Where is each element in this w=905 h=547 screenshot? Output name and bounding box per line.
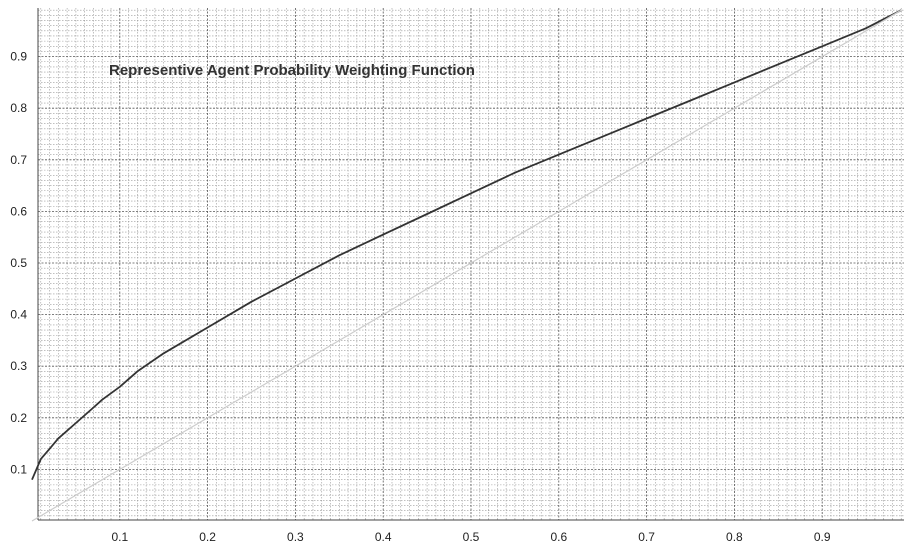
x-tick-label: 0.1	[111, 530, 128, 544]
x-tick-label: 0.8	[726, 530, 743, 544]
y-tick-label: 0.7	[10, 153, 27, 167]
y-tick-label: 0.8	[10, 101, 27, 115]
x-tick-label: 0.3	[287, 530, 304, 544]
y-tick-label: 0.3	[10, 359, 27, 373]
x-tick-label: 0.9	[814, 530, 831, 544]
axes	[37, 8, 904, 521]
y-tick-label: 0.1	[10, 462, 27, 476]
x-tick-label: 0.5	[463, 530, 480, 544]
tick-labels: 0.1 0.2 0.3 0.4 0.5 0.6 0.7 0.8 0.9 0.1 0.2 0.3 0.4 0…	[10, 50, 831, 544]
y-tick-label: 0.6	[10, 204, 27, 218]
x-tick-label: 0.4	[375, 530, 392, 544]
x-tick-label: 0.6	[550, 530, 567, 544]
y-tick-label: 0.5	[10, 256, 27, 270]
y-tick-label: 0.9	[10, 50, 27, 64]
y-tick-label: 0.4	[10, 308, 27, 322]
y-tick-label: 0.2	[10, 411, 27, 425]
series-layer	[31, 9, 902, 522]
weighting-function-line	[31, 9, 902, 481]
chart-title: Representive Agent Probability Weighting…	[109, 62, 475, 79]
x-tick-label: 0.7	[638, 530, 655, 544]
major-grid	[38, 8, 904, 520]
x-tick-label: 0.2	[199, 530, 216, 544]
identity-line	[31, 9, 902, 522]
